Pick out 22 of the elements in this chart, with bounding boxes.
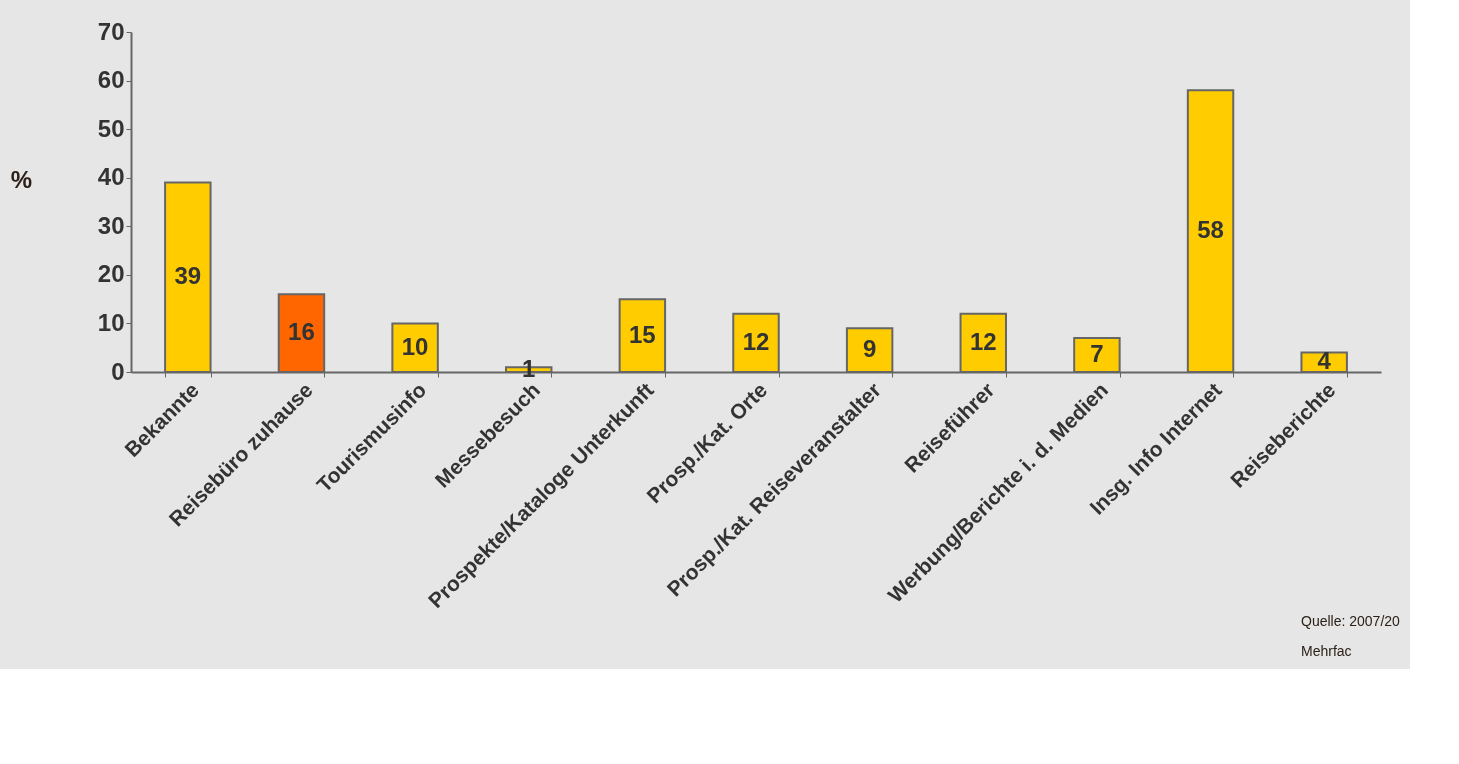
y-tick-label: 60 — [97, 66, 125, 94]
data-label: 15 — [629, 320, 656, 348]
y-axis-title: % — [10, 165, 33, 193]
y-tick-label: 70 — [97, 17, 125, 45]
y-tick-label: 30 — [97, 211, 125, 239]
data-label: 12 — [742, 327, 770, 355]
text: Mehrfac — [1301, 643, 1352, 659]
data-label: 7 — [1090, 340, 1104, 367]
y-tick-label: 20 — [97, 260, 125, 288]
data-label: 9 — [862, 335, 877, 363]
data-label: 4 — [1317, 347, 1332, 375]
y-tick-label: 50 — [97, 114, 125, 142]
data-label: 1 — [522, 354, 536, 382]
data-label: 58 — [1197, 216, 1224, 244]
y-tick-label: 10 — [97, 308, 125, 336]
data-label: 16 — [288, 318, 315, 346]
source-note: Quelle: 2007/20 — [1301, 613, 1401, 629]
data-label: 10 — [401, 332, 429, 360]
y-tick-label: 0 — [111, 357, 125, 385]
y-tick-label: 40 — [97, 163, 125, 191]
data-label: 39 — [174, 262, 202, 290]
data-label: 12 — [969, 327, 997, 355]
